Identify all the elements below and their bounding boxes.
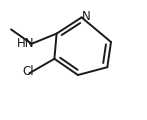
Text: HN: HN xyxy=(17,37,35,50)
Text: N: N xyxy=(82,10,90,23)
Text: Cl: Cl xyxy=(22,65,34,78)
